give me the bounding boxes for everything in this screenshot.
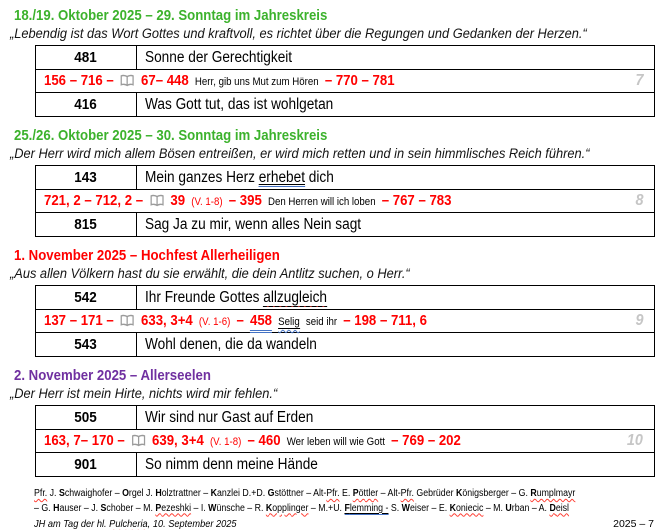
hymn-numbers-left: 163, 7– 170 – bbox=[44, 432, 125, 449]
footer-credits-line2: – G. Hauser – J. Schober – M. Pezeshki –… bbox=[34, 502, 570, 515]
liturgical-quote: „Der Herr wird mich allem Bösen entreiße… bbox=[10, 146, 668, 162]
mass-parts-row: 721, 2 – 712, 2 –39 (V. 1-8) – 395 Den Herr… bbox=[36, 189, 654, 212]
song-table: 542 Ihr Freunde Gottes allzugleich 137 –… bbox=[35, 285, 655, 357]
song-table: 143 Mein ganzes Herz erhebet dich 721, 2… bbox=[35, 165, 655, 237]
hymn-numbers-right: – 198 – 711, 6 bbox=[343, 312, 427, 329]
psalm-numbers: 633, 3+4 bbox=[141, 312, 193, 329]
hymn-numbers-left: 721, 2 – 712, 2 – bbox=[44, 192, 144, 209]
mass-parts-row: 137 – 171 –633, 3+4 (V. 1-6) –458 Selig seid… bbox=[36, 309, 654, 333]
marked-hymn-number: 458 bbox=[249, 312, 273, 333]
psalm-numbers: 39 bbox=[170, 192, 186, 209]
song-title: Wohl denen, die da wandeln bbox=[145, 335, 317, 353]
song-title: Sag Ja zu mir, wenn alles Nein sagt bbox=[145, 215, 362, 233]
sheet-page-number: 9 bbox=[635, 312, 644, 329]
song-number: 542 bbox=[36, 286, 137, 309]
song-title: So nimm denn meine Hände bbox=[145, 455, 318, 473]
opening-song-row: 505 Wir sind nur Gast auf Erden bbox=[36, 406, 654, 429]
footer-date: JH am Tag der hl. Pulcheria, 10. Septemb… bbox=[34, 518, 237, 530]
song-number: 505 bbox=[36, 406, 137, 429]
liturgy-music-plan-page: 18./19. Oktober 2025 – 29. Sonntag im Ja… bbox=[0, 7, 668, 530]
opening-song-row: 143 Mein ganzes Herz erhebet dich bbox=[36, 166, 654, 189]
section-heading: 2. November 2025 – Allerseelen bbox=[14, 367, 668, 384]
song-title: Wir sind nur Gast auf Erden bbox=[145, 408, 314, 426]
song-table: 481 Sonne der Gerechtigkeit 156 – 716 – 6… bbox=[35, 45, 655, 117]
mass-parts-row: 156 – 716 – 67– 448 Herr, gib uns Mut zum … bbox=[36, 69, 654, 92]
section-heading-text: 2. November 2025 – Allerseelen bbox=[14, 367, 211, 384]
section-29-sonntag: 18./19. Oktober 2025 – 29. Sonntag im Ja… bbox=[0, 7, 668, 117]
open-book-icon bbox=[131, 432, 146, 449]
section-heading: 1. November 2025 – Hochfest Allerheilige… bbox=[14, 247, 668, 264]
verse-range: (V. 1-8) bbox=[191, 196, 223, 208]
song-number: 901 bbox=[36, 453, 137, 476]
hymn-numbers-right: – 767 – 783 bbox=[381, 192, 452, 209]
quote-text: „Der Herr wird mich allem Bösen entreiße… bbox=[10, 146, 590, 161]
song-note-marked: Selig bbox=[278, 316, 300, 329]
quote-text: „Der Herr ist mein Hirte, nichts wird mi… bbox=[10, 386, 278, 401]
opening-song-row: 481 Sonne der Gerechtigkeit bbox=[36, 46, 654, 69]
closing-song-row: 815 Sag Ja zu mir, wenn alles Nein sagt bbox=[36, 212, 654, 236]
closing-song-row: 543 Wohl denen, die da wandeln bbox=[36, 332, 654, 356]
issue-page-label: 2025 – 7 bbox=[613, 518, 654, 530]
song-note: Wer leben will wie Gott bbox=[286, 436, 385, 448]
song-number: 543 bbox=[36, 333, 137, 356]
song-title: Mein ganzes Herz erhebet dich bbox=[145, 168, 334, 187]
song-note: Herr, gib uns Mut zum Hören bbox=[194, 76, 319, 88]
verse-range: (V. 1-6) bbox=[198, 316, 231, 328]
liturgical-quote: „Aus allen Völkern hast du sie erwählt, … bbox=[10, 266, 668, 282]
quote-text: „Aus allen Völkern hast du sie erwählt, … bbox=[10, 266, 410, 281]
liturgical-quote: „Der Herr ist mein Hirte, nichts wird mi… bbox=[10, 386, 668, 402]
footer-date-line: JH am Tag der hl. Pulcheria, 10. Septemb… bbox=[34, 518, 654, 530]
song-number: 481 bbox=[36, 46, 137, 69]
section-allerseelen: 2. November 2025 – Allerseelen „Der Herr… bbox=[0, 367, 668, 477]
hymn-numbers-right: – 770 – 781 bbox=[324, 72, 395, 89]
section-heading-text: 1. November 2025 – Hochfest Allerheilige… bbox=[14, 247, 280, 264]
open-book-icon bbox=[120, 72, 135, 89]
song-title: Was Gott tut, das ist wohlgetan bbox=[145, 95, 334, 113]
sheet-page-number: 10 bbox=[627, 432, 644, 449]
spellcheck-word: allzugleich bbox=[263, 288, 327, 307]
hymn-numbers-right: – 769 – 202 bbox=[391, 432, 461, 449]
open-book-icon bbox=[149, 192, 164, 209]
sheet-page-number: 7 bbox=[635, 72, 644, 89]
open-book-icon bbox=[120, 312, 135, 329]
song-number: 143 bbox=[36, 166, 137, 189]
section-allerheiligen: 1. November 2025 – Hochfest Allerheilige… bbox=[0, 247, 668, 357]
section-heading: 18./19. Oktober 2025 – 29. Sonntag im Ja… bbox=[14, 7, 668, 24]
psalm-numbers: 67– 448 bbox=[141, 72, 189, 89]
closing-song-row: 901 So nimm denn meine Hände bbox=[36, 452, 654, 476]
mass-parts-row: 163, 7– 170 –639, 3+4 (V. 1-8) – 460 Wer le… bbox=[36, 429, 654, 452]
hymn-numbers-left: 137 – 171 – bbox=[44, 312, 114, 329]
opening-song-row: 542 Ihr Freunde Gottes allzugleich bbox=[36, 286, 654, 309]
section-heading-text: 25./26. Oktober 2025 – 30. Sonntag im Ja… bbox=[14, 127, 328, 144]
footer: Pfr. J. Schwaighofer – Orgel J. Holztrat… bbox=[34, 487, 654, 530]
section-heading: 25./26. Oktober 2025 – 30. Sonntag im Ja… bbox=[14, 127, 668, 144]
quote-text: „Lebendig ist das Wort Gottes und kraftv… bbox=[10, 26, 587, 41]
sheet-page-number: 8 bbox=[635, 192, 644, 209]
song-note: seid ihr bbox=[305, 316, 338, 328]
liturgical-quote: „Lebendig ist das Wort Gottes und kraftv… bbox=[10, 26, 668, 42]
footer-credits-line1: Pfr. J. Schwaighofer – Orgel J. Holztrat… bbox=[34, 488, 576, 499]
psalm-numbers: 639, 3+4 bbox=[152, 432, 204, 449]
song-title: Sonne der Gerechtigkeit bbox=[145, 48, 293, 66]
section-30-sonntag: 25./26. Oktober 2025 – 30. Sonntag im Ja… bbox=[0, 127, 668, 237]
tracked-change-word: erhebet bbox=[258, 168, 305, 187]
song-table: 505 Wir sind nur Gast auf Erden 163, 7– … bbox=[35, 405, 655, 477]
song-title: Ihr Freunde Gottes allzugleich bbox=[145, 288, 327, 307]
song-note: Den Herren will ich loben bbox=[267, 196, 376, 208]
section-heading-text: 18./19. Oktober 2025 – 29. Sonntag im Ja… bbox=[14, 7, 328, 24]
closing-song-row: 416 Was Gott tut, das ist wohlgetan bbox=[36, 92, 654, 116]
song-number: 416 bbox=[36, 93, 137, 116]
song-number: 815 bbox=[36, 213, 137, 236]
hymn-numbers-left: 156 – 716 – bbox=[44, 72, 114, 89]
verse-range: (V. 1-8) bbox=[209, 436, 242, 448]
